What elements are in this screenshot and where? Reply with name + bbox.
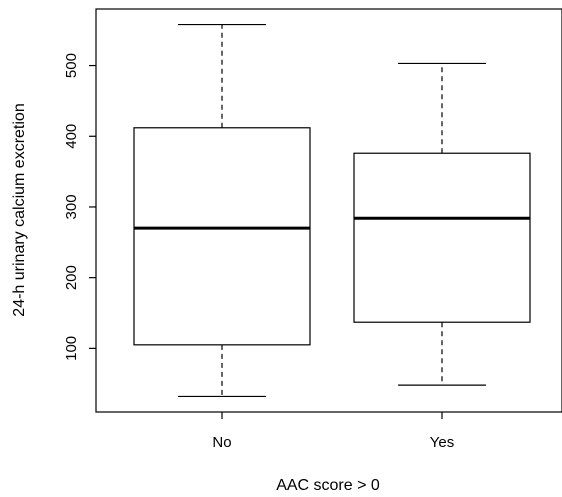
y-tick-label: 100 bbox=[63, 336, 80, 361]
x-tick-label: Yes bbox=[430, 434, 454, 451]
y-axis-label: 24-h urinary calcium excretion bbox=[11, 103, 28, 316]
y-tick-label: 500 bbox=[63, 53, 80, 78]
box-group-no bbox=[133, 23, 311, 398]
y-axis: 100 200 300 400 500 bbox=[63, 53, 96, 361]
iqr-box bbox=[133, 127, 311, 346]
y-tick-label: 300 bbox=[63, 194, 80, 219]
y-tick-label: 400 bbox=[63, 124, 80, 149]
x-axis: No Yes bbox=[212, 412, 454, 451]
plot-frame bbox=[95, 8, 562, 413]
x-axis-label: AAC score > 0 bbox=[276, 477, 380, 494]
iqr-box bbox=[353, 152, 531, 323]
y-tick-label: 200 bbox=[63, 265, 80, 290]
box-group-yes bbox=[353, 62, 531, 386]
x-tick-label: No bbox=[212, 434, 231, 451]
boxes-layer bbox=[133, 23, 531, 398]
